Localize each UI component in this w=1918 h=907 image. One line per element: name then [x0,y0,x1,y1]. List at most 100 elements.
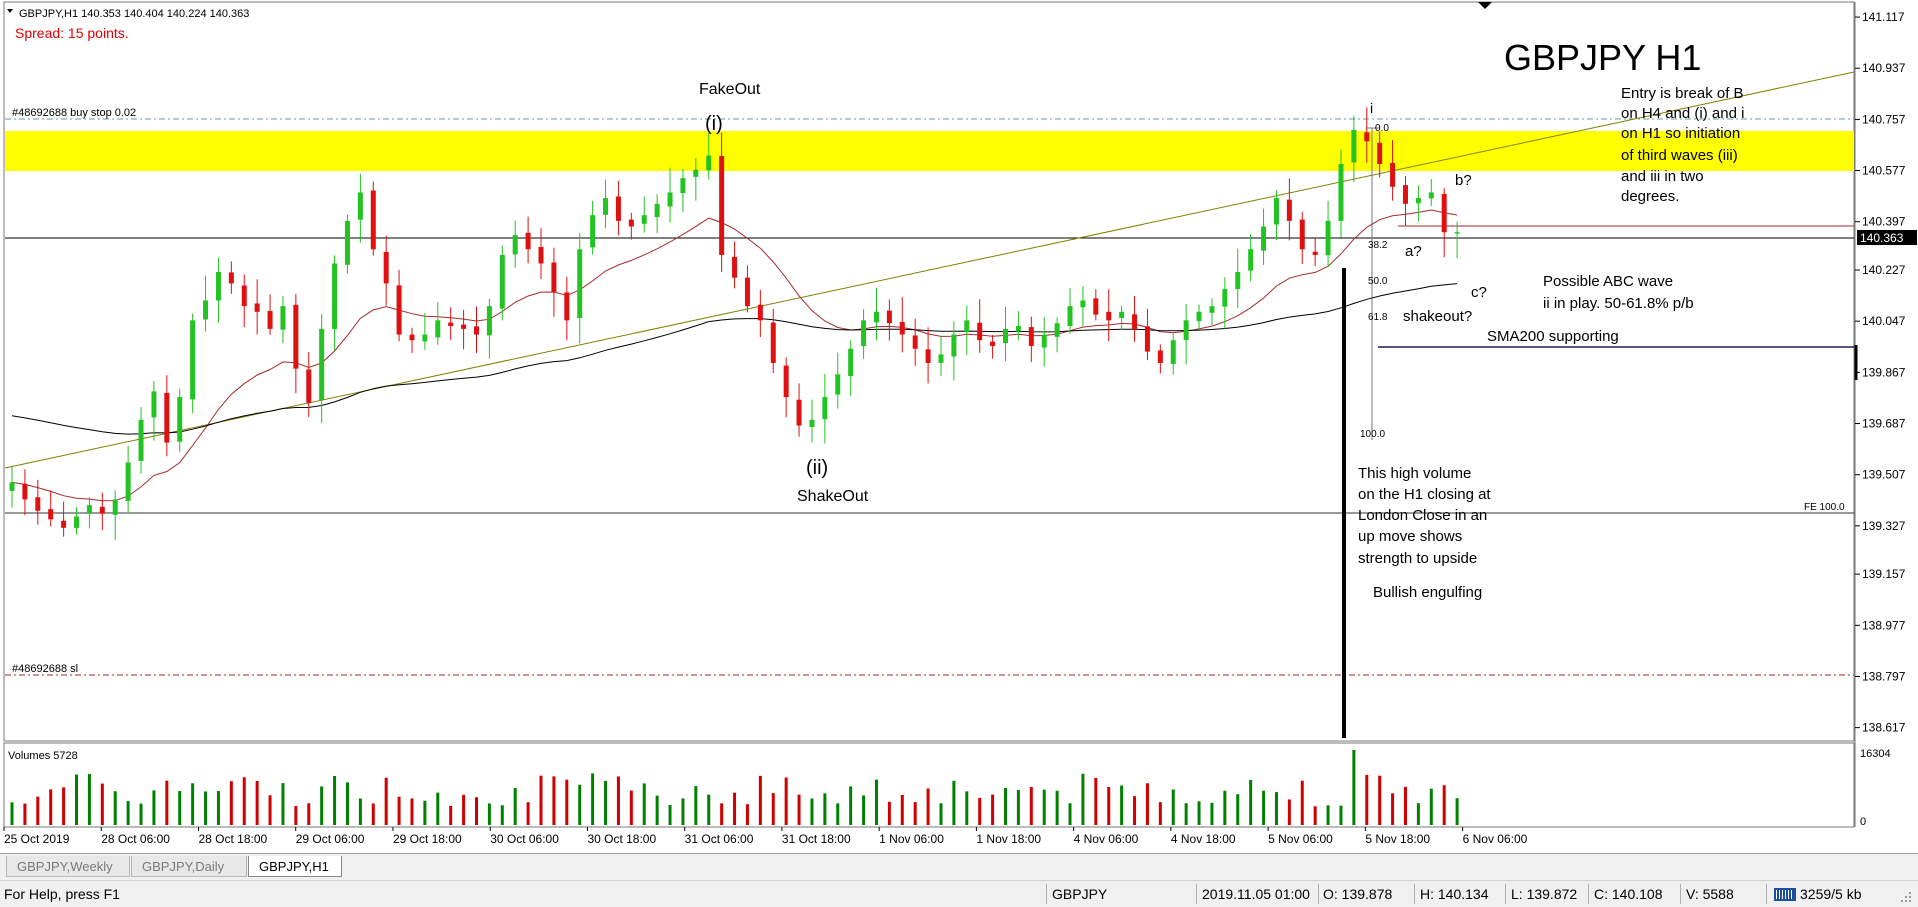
candle-body [886,310,892,324]
time-tick-label: 1 Nov 18:00 [976,832,1041,846]
price-tick-label: 140.227 [1862,263,1906,277]
candle-body [138,419,144,461]
candle-body [74,516,80,528]
small-i-label: i [1370,100,1373,116]
status-separator [1588,884,1589,904]
chart-shift-marker[interactable] [1478,2,1492,9]
trendline [4,71,1855,469]
tab-gbpjpy-h1[interactable]: GBPJPY,H1 [248,856,342,877]
candles [9,107,1460,541]
volume-zero-tick: 0 [1860,816,1866,828]
candle-body [293,304,299,369]
spread-label: Spread: 15 points. [15,25,129,41]
candle-body [1041,334,1047,348]
chart-menu-icon[interactable] [7,9,13,13]
fib-label-50: 50.0 [1368,276,1388,287]
candle-body [1222,289,1228,307]
time-tick-label: 5 Nov 18:00 [1365,832,1430,846]
candle-body [744,277,750,307]
candle-body [396,285,402,335]
candle-body [1067,306,1073,327]
candle-body [1183,320,1189,341]
time-tick-label: 25 Oct 2019 [4,832,70,846]
candle-body [1454,232,1460,234]
time-tick-label: 6 Nov 06:00 [1463,832,1528,846]
candle-body [538,247,544,264]
candle-body [1299,219,1305,250]
candle-body [1054,323,1060,337]
volume-bars [10,750,1459,825]
wave-i-label: (i) [705,113,723,135]
chart-area[interactable]: 141.117 140.937 140.757 140.577 140.397 140.2… [0,0,1918,853]
volume-note-line-4: up move shows [1358,528,1462,545]
candle-body [732,256,738,278]
price-tick-label: 139.507 [1862,468,1906,482]
status-high: H: 140.134 [1420,886,1489,902]
status-separator [1318,884,1319,904]
tab-gbpjpy-daily[interactable]: GBPJPY,Daily [131,856,247,877]
time-tick-label: 4 Nov 18:00 [1171,832,1236,846]
stop-loss-order-label[interactable]: #48692688 sl [12,663,78,675]
candle-body [1377,142,1383,165]
candle-body [1196,311,1202,322]
status-bar: For Help, press F1 GBPJPY 2019.11.05 01:… [0,880,1918,907]
fakeout-label: FakeOut [699,81,761,98]
candle-body [938,354,944,363]
status-separator [1505,884,1506,904]
entry-note-line-1: Entry is break of B [1621,85,1744,102]
candle-body [1261,226,1267,251]
candle-body [473,326,479,335]
price-tick-label: 141.117 [1862,10,1905,24]
candle-body [254,303,260,312]
candle-body [964,320,970,333]
connection-bars-icon[interactable] [1774,888,1796,901]
price-tick-label: 139.867 [1862,365,1906,379]
sma200-note: SMA200 supporting [1487,328,1619,345]
status-close: C: 140.108 [1594,886,1663,902]
candle-body [1415,198,1421,204]
candle-body [1093,298,1099,315]
candle-body [628,219,634,227]
status-separator [1766,884,1767,904]
time-tick-label: 30 Oct 06:00 [490,832,559,846]
candle-body [435,320,441,338]
candle-body [9,482,15,491]
candle-body [383,252,389,284]
candle-body [912,335,918,349]
entry-note-line-5: and iii in two [1621,168,1704,185]
price-tick-label: 140.047 [1862,314,1906,328]
entry-note-line-6: degrees. [1621,188,1679,205]
tab-gbpjpy-weekly[interactable]: GBPJPY,Weekly [6,856,130,877]
status-low: L: 139.872 [1511,886,1578,902]
candle-body [1338,164,1344,221]
candle-body [409,334,415,341]
time-tick-label: 31 Oct 06:00 [685,832,754,846]
status-datetime: 2019.11.05 01:00 [1202,886,1310,902]
time-tick-label: 28 Oct 06:00 [101,832,170,846]
candle-body [1080,300,1086,308]
candle-body [1312,251,1318,255]
price-axis: 141.117 140.937 140.757 140.577 140.397 140.2… [1855,10,1906,735]
wave-ii-label: (ii) [806,457,828,479]
candle-body [706,155,712,171]
candle-body [228,272,234,284]
candle-body [990,341,996,346]
volume-note-line-2: on the H1 closing at [1358,486,1491,503]
price-tick-label: 139.327 [1862,519,1906,533]
candle-body [319,328,325,400]
status-symbol: GBPJPY [1052,886,1108,902]
chart-title: GBPJPY H1 [1504,37,1701,78]
candle-body [899,321,905,335]
candle-body [770,322,776,363]
resize-grip-icon[interactable] [1900,891,1912,903]
candle-body [667,192,673,207]
current-price-label: 140.363 [1860,231,1904,245]
candle-body [512,235,518,255]
buy-stop-order-label[interactable]: #48692688 buy stop 0.02 [12,107,136,119]
candle-body [603,198,609,215]
status-volume: V: 5588 [1686,886,1734,902]
candle-body [1106,311,1112,321]
candle-body [125,462,131,501]
time-tick-label: 30 Oct 18:00 [587,832,656,846]
candle-body [1028,327,1034,346]
